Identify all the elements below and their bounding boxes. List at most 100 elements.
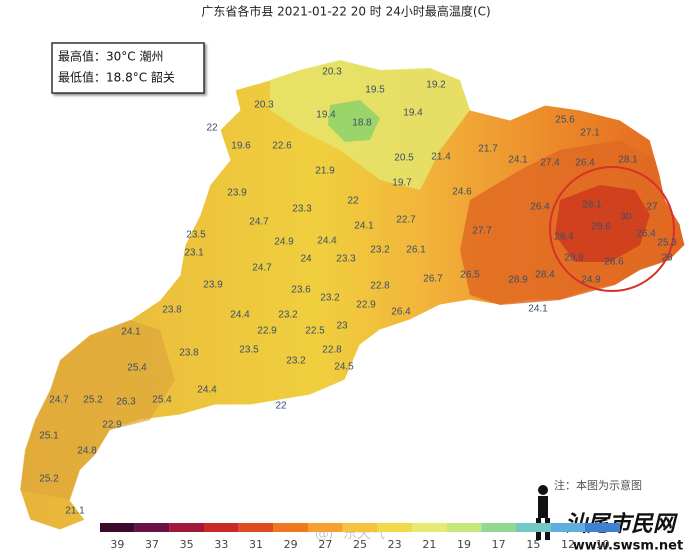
station-value: 26.4 xyxy=(530,202,550,213)
station-value: 26.4 xyxy=(636,229,656,240)
legend-tick: 17 xyxy=(492,538,506,551)
station-value: 22.9 xyxy=(102,420,122,431)
legend-tick: 19 xyxy=(457,538,471,551)
station-value: 28.9 xyxy=(508,275,528,286)
hottest-zone xyxy=(555,185,650,262)
station-value: 25.4 xyxy=(127,363,147,374)
info-max: 最高值：30°C 潮州 xyxy=(58,49,163,64)
station-value: 28.4 xyxy=(554,232,574,243)
station-value: 23.5 xyxy=(239,345,259,356)
legend-swatch xyxy=(412,523,447,532)
station-value: 23 xyxy=(336,321,348,332)
legend-tick: 25 xyxy=(353,538,367,551)
legend-swatch xyxy=(100,523,135,532)
station-value: 25.6 xyxy=(555,115,575,126)
station-value: 24.6 xyxy=(452,187,472,198)
legend-swatch xyxy=(134,523,170,532)
station-value: 24.9 xyxy=(274,237,294,248)
legend-swatch xyxy=(169,523,204,532)
legend-swatch xyxy=(481,523,516,532)
station-value: 23.3 xyxy=(292,204,312,215)
station-value: 23.6 xyxy=(291,285,311,296)
station-value: 20.3 xyxy=(254,100,274,111)
station-value: 21.9 xyxy=(315,166,335,177)
station-value: 22.5 xyxy=(305,326,325,337)
station-value: 26.5 xyxy=(460,270,480,281)
station-value: 20.5 xyxy=(394,153,414,164)
station-value: 22.6 xyxy=(272,141,292,152)
station-value: 18.8 xyxy=(352,118,372,129)
legend-swatch xyxy=(238,523,274,532)
legend-swatch xyxy=(273,523,308,532)
station-value: 25.2 xyxy=(39,474,59,485)
station-value: 23.9 xyxy=(227,188,247,199)
station-value: 19.2 xyxy=(426,80,446,91)
station-value: 23.3 xyxy=(336,254,356,265)
station-value: 22 xyxy=(275,401,287,412)
legend-swatch xyxy=(377,523,412,532)
legend-swatch xyxy=(342,523,378,532)
station-value: 19.7 xyxy=(392,178,412,189)
station-value: 26.4 xyxy=(391,307,411,318)
station-value: 25.3 xyxy=(657,238,677,249)
station-value: 22.9 xyxy=(356,300,376,311)
legend-swatch xyxy=(308,523,343,532)
station-value: 25.1 xyxy=(39,431,59,442)
station-value: 21.4 xyxy=(431,152,451,163)
station-value: 28.1 xyxy=(618,155,638,166)
info-min: 最低值：18.8°C 韶关 xyxy=(58,70,175,85)
station-value: 26.1 xyxy=(406,245,426,256)
station-value: 19.4 xyxy=(403,108,423,119)
station-value: 22 xyxy=(347,196,359,207)
station-value: 24.1 xyxy=(121,327,141,338)
station-value: 24.1 xyxy=(508,155,528,166)
legend-tick: 27 xyxy=(318,538,332,551)
info-box xyxy=(51,42,205,94)
station-value: 25.4 xyxy=(152,395,172,406)
station-value: 26.4 xyxy=(575,158,595,169)
west-warm-zone xyxy=(20,320,175,500)
station-value: 28.4 xyxy=(535,270,555,281)
station-value: 21.1 xyxy=(65,506,85,517)
legend-tick: 10 xyxy=(596,538,610,551)
station-value: 19.5 xyxy=(365,85,385,96)
station-value: 22.7 xyxy=(396,215,416,226)
legend-tick: 12 xyxy=(561,538,575,551)
legend-swatch xyxy=(585,523,620,532)
legend-tick: 37 xyxy=(145,538,159,551)
station-value: 27 xyxy=(646,202,658,213)
watermark-url: www.swsm.net xyxy=(573,539,683,554)
station-value: 23.8 xyxy=(179,348,199,359)
coolest-zone xyxy=(328,100,380,142)
station-value: 27.1 xyxy=(580,128,600,139)
legend-tick: 15 xyxy=(526,538,540,551)
station-value: 23.8 xyxy=(162,305,182,316)
station-value: 24.4 xyxy=(197,385,217,396)
station-value: 24.7 xyxy=(249,217,269,228)
station-value: 26.7 xyxy=(423,274,443,285)
legend-swatch xyxy=(550,523,586,532)
station-value: 24.8 xyxy=(77,446,97,457)
station-value: 23.5 xyxy=(186,230,206,241)
station-value: 23.2 xyxy=(320,293,340,304)
legend-swatch xyxy=(516,523,551,532)
station-value: 27.7 xyxy=(472,226,492,237)
legend-tick: 39 xyxy=(110,538,124,551)
station-value: 28 xyxy=(661,253,673,264)
station-value: 19.6 xyxy=(231,141,251,152)
station-value: 27.4 xyxy=(540,158,560,169)
station-value: 23.2 xyxy=(286,356,306,367)
station-value: 21.7 xyxy=(478,144,498,155)
station-value: 24.5 xyxy=(334,362,354,373)
station-value: 29.6 xyxy=(591,222,611,233)
title: 广东省各市县 2021-01-22 20 时 24小时最高温度(C) xyxy=(201,4,490,19)
legend-tick: 35 xyxy=(180,538,194,551)
station-value: 23.2 xyxy=(370,245,390,256)
station-value: 24.9 xyxy=(581,275,601,286)
note: 注：本图为示意图 xyxy=(554,478,642,492)
station-value: 22.8 xyxy=(322,345,342,356)
station-value: 24.1 xyxy=(528,304,548,315)
station-value: 22.9 xyxy=(257,326,277,337)
